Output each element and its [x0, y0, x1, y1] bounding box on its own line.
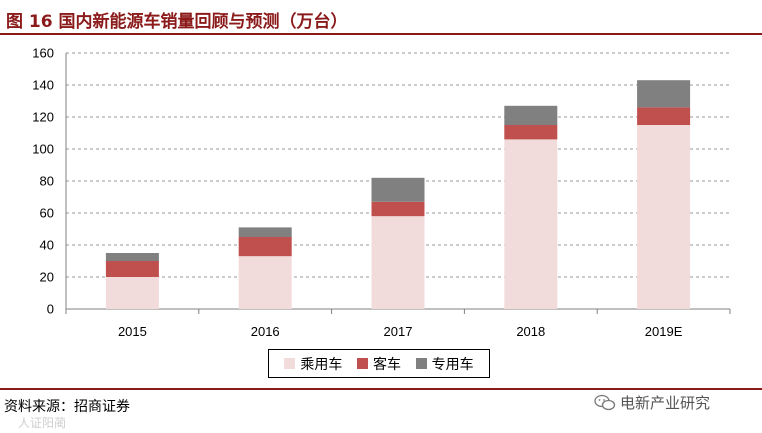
bar-special	[371, 177, 425, 202]
y-tick-label: 120	[32, 110, 54, 125]
wechat-icon	[594, 394, 616, 410]
source-note: 资料来源：招商证券	[4, 399, 130, 415]
legend-label-passenger: 乘用车	[300, 356, 343, 373]
x-tick-label: 2019E	[645, 324, 683, 339]
legend-item-special: 专用车	[415, 354, 474, 374]
footer-divider	[0, 388, 762, 390]
legend-swatch-bus	[356, 358, 368, 369]
x-tick-label: 2018	[516, 324, 545, 339]
chart-area: 0 20 40 60 80 100 120 140 160 2015 2016 2017 2018 201…	[32, 46, 731, 339]
bar-passenger	[371, 216, 425, 309]
bar-special	[504, 105, 558, 125]
bar-special	[105, 253, 159, 261]
bar-bus	[371, 201, 425, 217]
y-tick-label: 140	[32, 78, 54, 93]
y-tick-label: 40	[40, 238, 54, 253]
bar-special	[238, 227, 292, 237]
legend-label-bus: 客车	[372, 356, 401, 373]
chart-legend: 乘用车 客车 专用车	[268, 349, 490, 378]
y-tick-label: 60	[40, 206, 54, 221]
figure-header: 图 16 国内新能源车销量回顾与预测（万台）	[0, 0, 762, 35]
y-tick-label: 20	[40, 270, 54, 285]
watermark: 电新产业研究	[594, 392, 710, 413]
watermark-text: 电新产业研究	[620, 394, 711, 412]
bar-passenger	[504, 139, 558, 309]
legend-item-bus: 客车	[356, 354, 401, 374]
figure-title: 图 16 国内新能源车销量回顾与预测（万台）	[6, 12, 348, 32]
legend-label-special: 专用车	[431, 356, 474, 373]
y-tick-label: 80	[40, 174, 54, 189]
bar-bus	[637, 107, 691, 125]
x-tick-label: 2017	[384, 324, 413, 339]
x-tick-label: 2015	[118, 324, 147, 339]
legend-swatch-passenger	[284, 358, 296, 369]
y-tick-label: 100	[32, 142, 54, 157]
bar-special	[637, 80, 691, 108]
y-tick-label: 160	[32, 46, 54, 61]
faint-watermark: 人证阳蔺	[18, 416, 67, 430]
y-tick-label: 0	[47, 302, 54, 317]
bar-bus	[105, 261, 159, 277]
bar-bus	[504, 125, 558, 140]
legend-swatch-special	[415, 358, 427, 369]
legend-item-passenger: 乘用车	[284, 354, 342, 374]
bar-passenger	[105, 277, 159, 309]
bar-bus	[238, 237, 292, 257]
bar-passenger	[238, 256, 292, 309]
bar-passenger	[637, 125, 691, 309]
x-tick-label: 2016	[251, 324, 280, 339]
